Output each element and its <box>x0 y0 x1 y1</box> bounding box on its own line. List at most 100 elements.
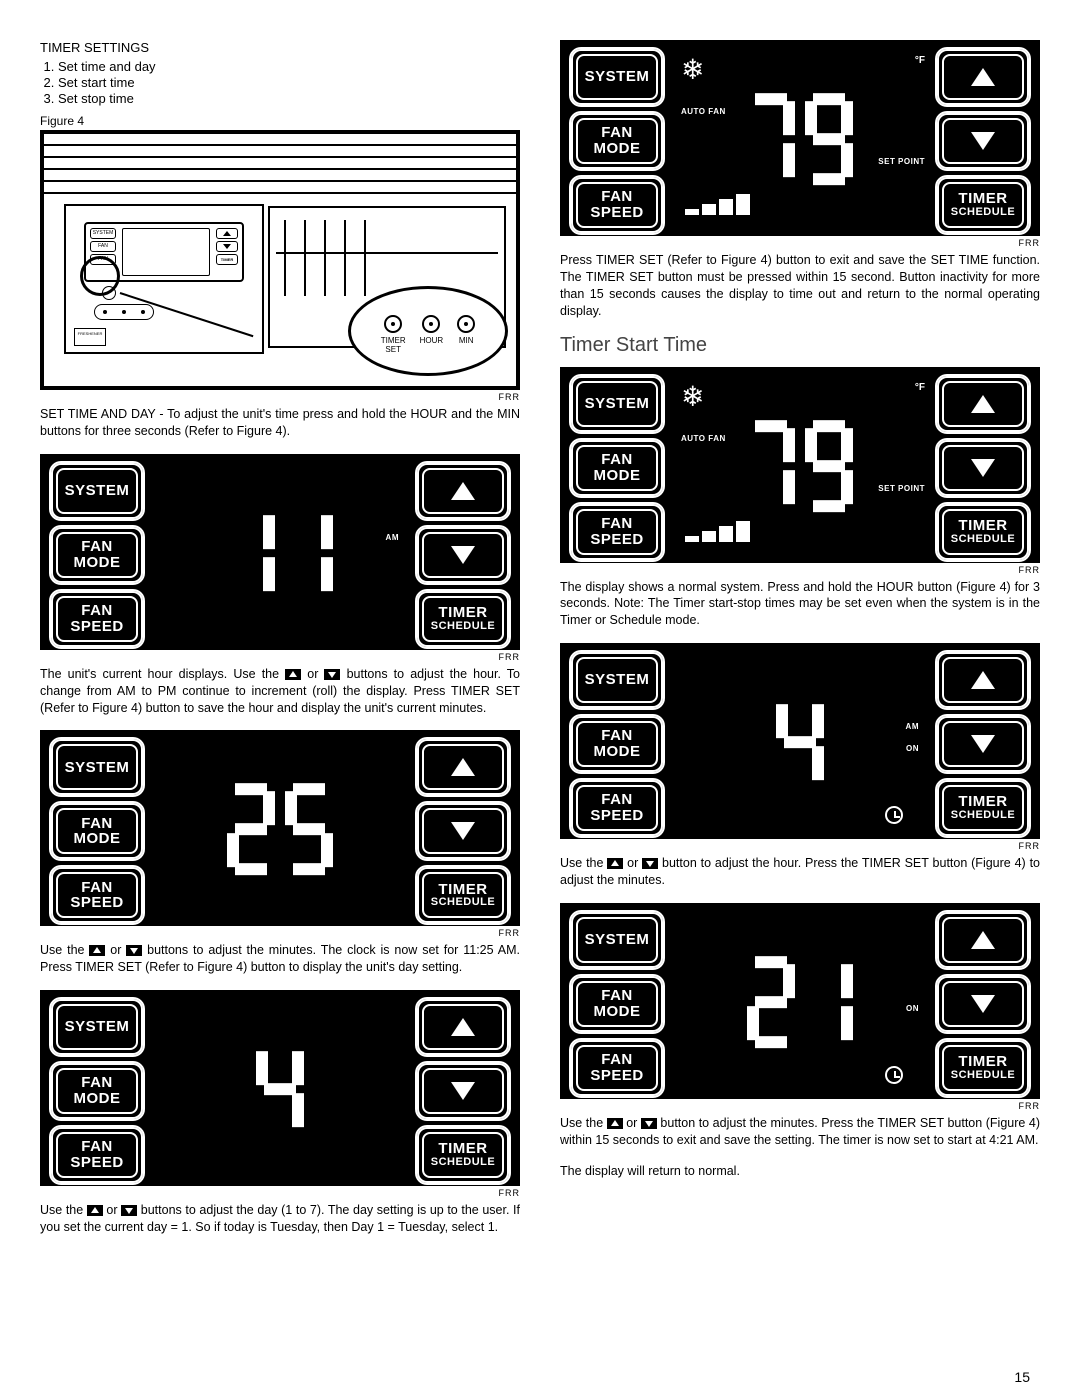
system-button[interactable]: SYSTEM <box>571 376 663 432</box>
page-number: 15 <box>1014 1369 1030 1385</box>
fan-mode-button[interactable]: FANMODE <box>51 1063 143 1119</box>
fan-speed-bars <box>685 194 750 215</box>
fan-mode-button[interactable]: FANMODE <box>571 113 663 169</box>
seven-segment-display <box>776 696 824 788</box>
down-arrow-icon <box>642 858 658 869</box>
fan-mode-button[interactable]: FANMODE <box>51 527 143 583</box>
down-button[interactable] <box>937 113 1029 169</box>
lcd-panel: SYSTEM ❄ AUTO FAN °F SET POINT FANMODE FANS… <box>560 40 1040 236</box>
exit-save-text: Press TIMER SET (Refer to Figure 4) butt… <box>560 252 1040 320</box>
zoom-callout: TIMER SET HOUR MIN <box>348 286 508 376</box>
auto-fan-label: AUTO FAN <box>681 434 726 443</box>
up-button[interactable] <box>417 999 509 1055</box>
timer-schedule-button[interactable]: TIMERSCHEDULE <box>417 867 509 923</box>
up-button[interactable] <box>417 739 509 795</box>
seven-segment-display <box>227 507 333 599</box>
down-button[interactable] <box>417 527 509 583</box>
down-arrow-icon <box>641 1118 657 1129</box>
up-arrow-icon <box>607 1118 623 1129</box>
adjust-minutes-text: Use the or buttons to adjust the minutes… <box>40 942 520 976</box>
up-arrow-icon <box>87 1205 103 1216</box>
lcd-panel: SYSTEM ❄AUTO FAN°FSET POINT FANMODE FANS… <box>560 367 1040 563</box>
figure-4-label: Figure 4 <box>40 114 520 128</box>
am-label: AM <box>906 722 919 731</box>
fan-mode-button[interactable]: FANMODE <box>571 440 663 496</box>
system-button[interactable]: SYSTEM <box>571 652 663 708</box>
up-arrow-icon <box>607 858 623 869</box>
timer-schedule-button[interactable]: TIMERSCHEDULE <box>417 591 509 647</box>
lcd-panel: SYSTEM AM ON FANMODE FANSPEED TIMERSCHEDU… <box>560 643 1040 839</box>
timer-schedule-button[interactable]: TIMERSCHEDULE <box>937 780 1029 836</box>
timer-schedule-button[interactable]: TIMERSCHEDULE <box>937 177 1029 233</box>
seven-segment-display <box>747 93 853 185</box>
fan-mode-button[interactable]: FANMODE <box>571 716 663 772</box>
down-button[interactable] <box>937 440 1029 496</box>
zoom-source-circle <box>80 256 120 296</box>
up-button[interactable] <box>937 652 1029 708</box>
up-button[interactable] <box>937 912 1029 968</box>
fan-speed-button[interactable]: FANSPEED <box>571 177 663 233</box>
am-label: AM <box>386 533 399 542</box>
down-arrow-icon <box>324 669 340 680</box>
lcd-panel: SYSTEM AM FANMODE FANSPEED TIMERSCHEDULE <box>40 454 520 650</box>
system-button[interactable]: SYSTEM <box>51 999 143 1055</box>
right-column: SYSTEM ❄ AUTO FAN °F SET POINT FANMODE FANS… <box>560 40 1040 1250</box>
fan-speed-button[interactable]: FANSPEED <box>571 1040 663 1096</box>
step-1: Set time and day <box>58 59 520 74</box>
left-column: TIMER SETTINGS Set time and day Set star… <box>40 40 520 1250</box>
fan-speed-button[interactable]: FANSPEED <box>51 867 143 923</box>
fan-speed-button[interactable]: FANSPEED <box>571 504 663 560</box>
fan-speed-button[interactable]: FANSPEED <box>51 1127 143 1183</box>
on-label: ON <box>906 744 919 753</box>
system-button[interactable]: SYSTEM <box>51 463 143 519</box>
down-button[interactable] <box>417 803 509 859</box>
clock-icon <box>885 806 903 824</box>
timer-settings-steps: Set time and day Set start time Set stop… <box>40 59 520 106</box>
down-button[interactable] <box>937 976 1029 1032</box>
lcd-panel: SYSTEM ON FANMODE FANSPEED TIMERSCHEDULE <box>560 903 1040 1099</box>
auto-fan-label: AUTO FAN <box>681 107 726 116</box>
system-button[interactable]: SYSTEM <box>51 739 143 795</box>
snowflake-icon: ❄ <box>681 380 704 413</box>
system-button[interactable]: SYSTEM <box>571 49 663 105</box>
adjust-start-hour-text: Use the or button to adjust the hour. Pr… <box>560 855 1040 889</box>
up-arrow-icon <box>89 945 105 956</box>
timer-schedule-button[interactable]: TIMERSCHEDULE <box>937 504 1029 560</box>
system-button[interactable]: SYSTEM <box>571 912 663 968</box>
snowflake-icon: ❄ <box>681 53 704 86</box>
down-arrow-icon <box>121 1205 137 1216</box>
fan-speed-bars <box>685 521 750 542</box>
fan-speed-button[interactable]: FANSPEED <box>51 591 143 647</box>
frr-tag: FRR <box>40 392 520 402</box>
set-point-label: SET POINT <box>878 484 925 493</box>
seven-segment-display <box>227 784 333 876</box>
clock-icon <box>885 1066 903 1084</box>
ac-timer-buttons <box>94 304 154 320</box>
seven-segment-display <box>747 420 853 512</box>
down-button[interactable] <box>417 1063 509 1119</box>
fan-speed-button[interactable]: FANSPEED <box>571 780 663 836</box>
timer-settings-heading: TIMER SETTINGS <box>40 40 520 55</box>
return-normal-text: The display will return to normal. <box>560 1163 1040 1180</box>
timer-schedule-button[interactable]: TIMERSCHEDULE <box>937 1040 1029 1096</box>
on-label: ON <box>906 1004 919 1013</box>
up-button[interactable] <box>937 49 1029 105</box>
timer-schedule-button[interactable]: TIMERSCHEDULE <box>417 1127 509 1183</box>
set-point-label: SET POINT <box>878 157 925 166</box>
lcd-panel: SYSTEM FANMODE FANSPEED TIMERSCHEDULE <box>40 730 520 926</box>
degree-f-label: °F <box>915 55 925 66</box>
adjust-day-text: Use the or buttons to adjust the day (1 … <box>40 1202 520 1236</box>
freshener-label: FRESHENER <box>74 328 106 346</box>
up-button[interactable] <box>417 463 509 519</box>
step-3: Set stop time <box>58 91 520 106</box>
down-button[interactable] <box>937 716 1029 772</box>
adjust-start-min-text: Use the or button to adjust the minutes.… <box>560 1115 1040 1149</box>
set-time-day-text: SET TIME AND DAY - To adjust the unit's … <box>40 406 520 440</box>
seven-segment-display <box>747 956 853 1048</box>
timer-start-time-heading: Timer Start Time <box>560 334 1040 357</box>
fan-mode-button[interactable]: FANMODE <box>571 976 663 1032</box>
up-button[interactable] <box>937 376 1029 432</box>
adjust-hour-text: The unit's current hour displays. Use th… <box>40 666 520 717</box>
seven-segment-display <box>256 1043 304 1135</box>
fan-mode-button[interactable]: FANMODE <box>51 803 143 859</box>
